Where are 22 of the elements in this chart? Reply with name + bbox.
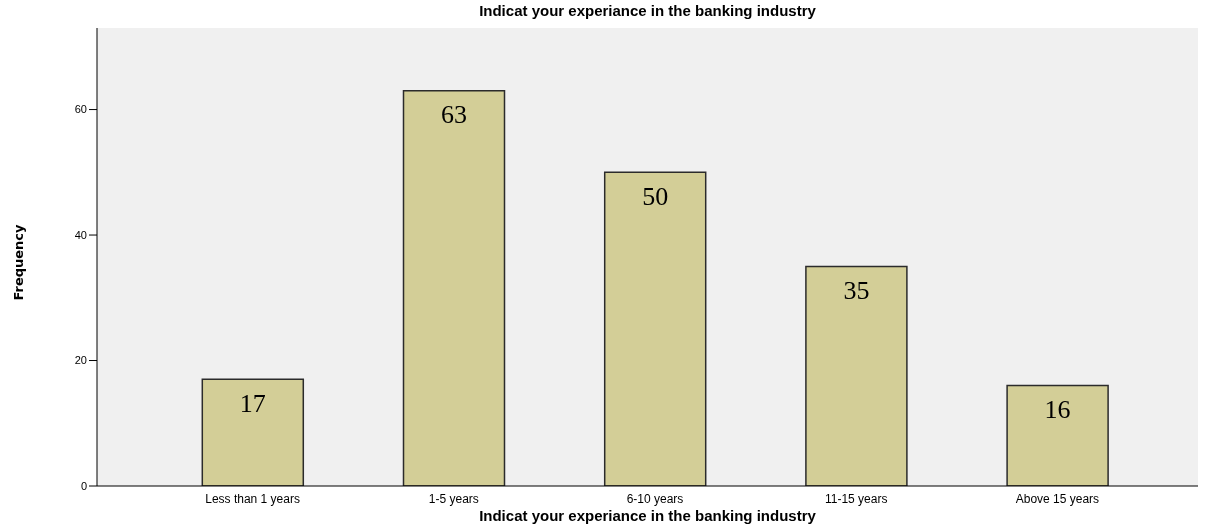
x-tick-label: Above 15 years [1015,491,1100,506]
x-axis-title: Indicat your experiance in the banking industry [478,507,817,524]
data-label: 16 [1044,395,1071,425]
y-tick-label: 20 [74,354,87,367]
y-axis-title: Frequency [10,223,26,303]
x-tick-label: 6-10 years [626,491,684,506]
bar [805,265,908,486]
data-label: 17 [239,388,266,418]
data-label: 35 [843,275,870,305]
y-tick-label: 60 [74,103,87,116]
y-tick-label: 40 [74,228,87,241]
bar [603,171,707,486]
chart-title: Indicat your experiance in the banking industry [478,2,817,19]
bar [402,89,506,486]
bar [1006,384,1109,486]
x-tick-label: 11-15 years [824,491,888,506]
data-label: 50 [642,181,669,211]
y-tick-label: 0 [80,479,87,492]
x-tick-label: 1-5 years [428,491,479,506]
data-label: 63 [441,100,467,130]
bar [201,378,305,486]
x-tick-label: Less than 1 years [205,491,300,506]
